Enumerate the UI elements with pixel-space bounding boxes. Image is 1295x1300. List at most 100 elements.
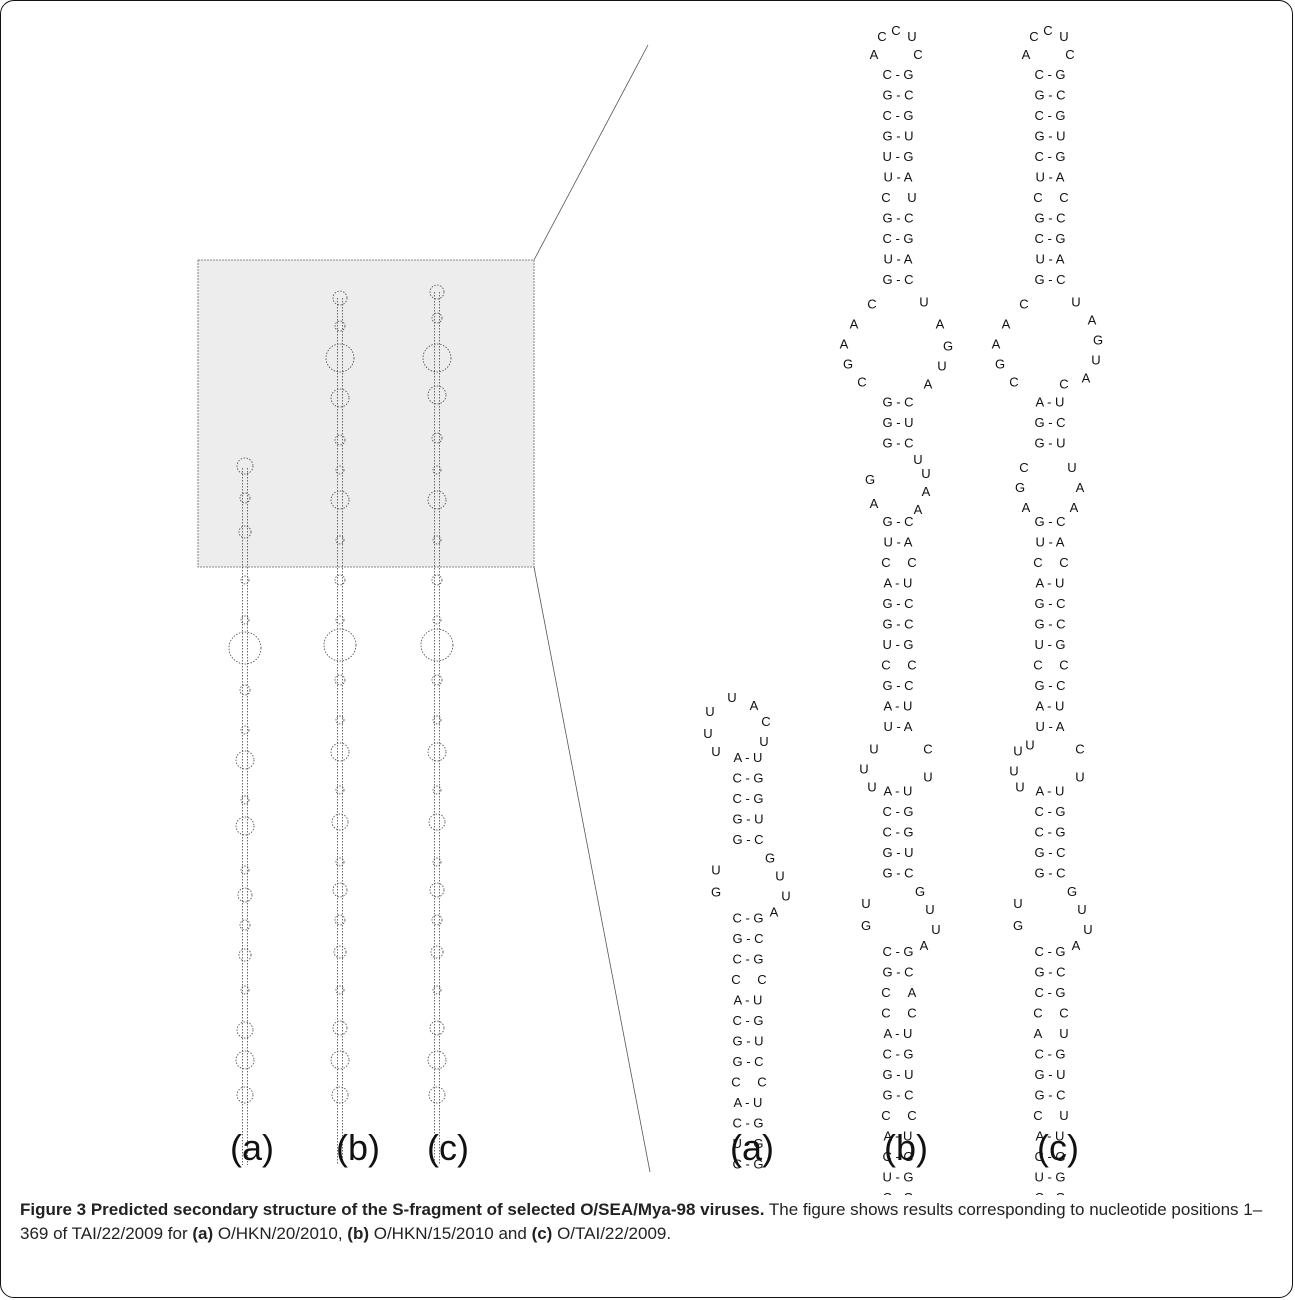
base-pair: A - U bbox=[884, 1129, 913, 1144]
caption-strain-c: O/TAI/22/2009. bbox=[552, 1224, 672, 1243]
nucleotide: U bbox=[925, 902, 934, 917]
nucleotide: C bbox=[867, 297, 876, 312]
overview-c-loop bbox=[428, 813, 446, 831]
overview-c-loop bbox=[431, 574, 443, 586]
nucleotide: A bbox=[1072, 938, 1081, 953]
caption-label-a: (a) bbox=[192, 1224, 214, 1243]
base-pair: G - C bbox=[732, 832, 763, 847]
overview-b-loop bbox=[334, 674, 346, 686]
nucleotide: U bbox=[923, 770, 932, 785]
nucleotide: U bbox=[703, 726, 712, 741]
overview-c-loop bbox=[429, 1020, 445, 1036]
base-pair: C - G bbox=[882, 804, 913, 819]
nucleotide: C bbox=[1075, 742, 1084, 757]
overview-b-loop bbox=[335, 535, 345, 545]
nucleotide: U bbox=[913, 452, 922, 467]
overview-c-loop bbox=[432, 857, 442, 867]
left-label-c: (c) bbox=[427, 1127, 469, 1168]
base-pair: A - U bbox=[734, 750, 763, 765]
overview-b-loop bbox=[335, 857, 345, 867]
base-pair: C - G bbox=[1034, 67, 1065, 82]
nucleotide: A bbox=[1076, 480, 1085, 495]
overview-c-loop bbox=[432, 985, 442, 995]
caption-strain-b: O/HKN/15/2010 and bbox=[369, 1224, 532, 1243]
overview-b-loop bbox=[335, 985, 345, 995]
base-pair: A - U bbox=[734, 1095, 763, 1110]
nucleotide: C bbox=[891, 23, 900, 38]
nucleotide: C bbox=[1019, 297, 1028, 312]
nucleotide: C bbox=[1029, 29, 1038, 44]
overview-b-loop bbox=[323, 628, 357, 662]
base-pair: C - G bbox=[1034, 825, 1065, 840]
nucleotide: G bbox=[861, 918, 871, 933]
nucleotide: A bbox=[920, 938, 929, 953]
nucleotide: C bbox=[881, 985, 890, 1000]
base-pair: U - G bbox=[882, 1170, 913, 1185]
overview-b-loop bbox=[330, 742, 350, 762]
base-pair: G - C bbox=[1034, 211, 1065, 226]
base-pair: C - G bbox=[1034, 231, 1065, 246]
nucleotide: C bbox=[907, 1108, 916, 1123]
base-pair: U - A bbox=[1036, 252, 1065, 267]
overview-c-loop bbox=[420, 628, 454, 662]
right-label-c: (c) bbox=[1037, 1127, 1079, 1168]
overview-a-loop bbox=[240, 615, 250, 625]
base-pair: A - U bbox=[1036, 784, 1065, 799]
overview-b-loop bbox=[334, 914, 346, 926]
nucleotide: A bbox=[870, 47, 879, 62]
base-pair: G - C bbox=[1034, 965, 1065, 980]
base-pair: C - G bbox=[732, 771, 763, 786]
base-pair: C - G bbox=[882, 1190, 913, 1195]
overview-b-loop bbox=[330, 1050, 350, 1070]
overview-a-loop bbox=[237, 887, 253, 903]
base-pair: C - G bbox=[732, 911, 763, 926]
zoom-box bbox=[197, 259, 535, 568]
overview-c-loop bbox=[432, 615, 442, 625]
structure-c-detail: C C UA CC - GG - CC - GG - UC - GU - AC CG -… bbox=[992, 23, 1103, 1195]
base-pair: G - C bbox=[882, 395, 913, 410]
overview-a-loop bbox=[238, 948, 252, 962]
base-pair: A - U bbox=[1036, 576, 1065, 591]
overview-c-loop bbox=[431, 674, 443, 686]
overview-c-loop bbox=[427, 385, 447, 405]
overview-b-loop bbox=[332, 882, 348, 898]
nucleotide: A bbox=[770, 905, 779, 920]
nucleotide: U bbox=[781, 889, 790, 904]
overview-a-loop bbox=[235, 1050, 255, 1070]
base-pair: G - U bbox=[882, 1067, 913, 1082]
nucleotide: U bbox=[759, 734, 768, 749]
nucleotide: G bbox=[843, 357, 853, 372]
overview-c-loop bbox=[432, 535, 442, 545]
base-pair: U - G bbox=[882, 637, 913, 652]
nucleotide: U bbox=[727, 690, 736, 705]
overview-c-loop bbox=[429, 882, 445, 898]
base-pair: G - C bbox=[1034, 514, 1065, 529]
nucleotide: C bbox=[923, 742, 932, 757]
nucleotide: C bbox=[1043, 23, 1052, 38]
nucleotide: U bbox=[1077, 902, 1086, 917]
nucleotide: U bbox=[919, 295, 928, 310]
base-pair: G - U bbox=[882, 415, 913, 430]
nucleotide: U bbox=[1059, 29, 1068, 44]
nucleotide: U bbox=[1015, 780, 1024, 795]
base-pair: C - G bbox=[1034, 944, 1065, 959]
base-pair: G - U bbox=[1034, 1067, 1065, 1082]
overview-b-loop bbox=[335, 465, 345, 475]
base-pair: A - U bbox=[884, 699, 913, 714]
nucleotide: C bbox=[731, 1075, 740, 1090]
nucleotide: U bbox=[869, 742, 878, 757]
nucleotide: U bbox=[867, 780, 876, 795]
base-pair: C - G bbox=[1034, 804, 1065, 819]
figure-caption: Figure 3 Predicted secondary structure o… bbox=[20, 1198, 1275, 1246]
overview-b-loop bbox=[331, 1086, 349, 1104]
nucleotide: U bbox=[907, 29, 916, 44]
base-pair: C - G bbox=[882, 825, 913, 840]
nucleotide: A bbox=[922, 484, 931, 499]
nucleotide: C bbox=[913, 47, 922, 62]
nucleotide: C bbox=[1009, 375, 1018, 390]
base-pair: U - A bbox=[884, 719, 913, 734]
base-pair: U - A bbox=[1036, 719, 1065, 734]
base-pair: A - U bbox=[1036, 699, 1065, 714]
